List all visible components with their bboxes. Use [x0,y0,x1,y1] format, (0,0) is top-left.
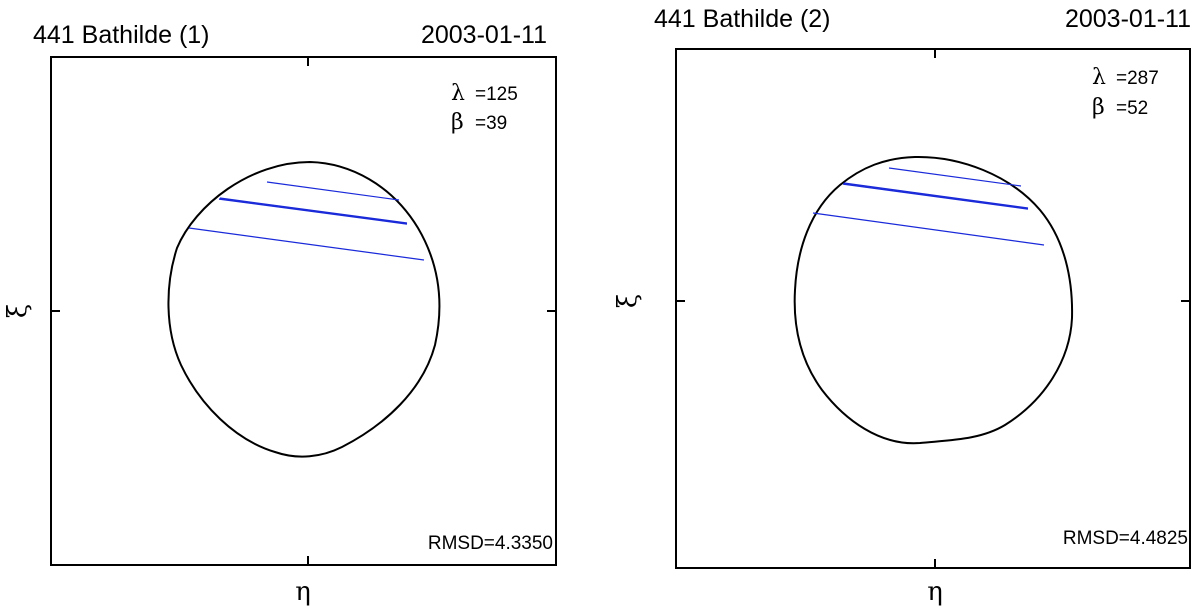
panel-2-lambda-symbol: λ [1092,65,1106,90]
panel-2-chord-2 [842,183,1029,210]
panel-1-chord-4 [188,227,425,261]
panel-2-xlabel: η [927,577,943,607]
panel-2-chord-4 [812,212,1045,246]
panel-2-chord-1 [888,167,1022,187]
panel-1-date: 2003-01-11 [421,21,547,49]
panel-2-date: 2003-01-11 [1065,5,1191,33]
panel-1-chord-1 [266,181,400,201]
panel-1-lambda-value: =125 [475,84,518,105]
panel-2-title: 441 Bathilde (2) [654,5,831,33]
panel-2-frame [675,48,1191,569]
panel-2-rmsd: RMSD=4.4825 [1063,528,1188,549]
panel-1-beta-value: =39 [475,113,507,134]
panel-2-beta-symbol: β [1092,95,1105,120]
panel-1-chord-3 [219,197,408,224]
panel-1-asteroid-outline [167,160,441,458]
panel-1-title: 441 Bathilde (1) [33,21,210,49]
panel-1-ylabel: ξ [3,304,33,318]
panel-2-beta-value: =52 [1116,98,1148,119]
panel-1-rmsd: RMSD=4.3350 [428,533,553,554]
panel-1-chord-2 [218,198,408,225]
panel-1-xlabel: η [295,577,311,607]
panel-1: 441 Bathilde (1) 2003-01-11 λ =125 β =39… [3,21,557,607]
panel-2-asteroid-outline [793,155,1074,445]
panel-2-lambda-value: =287 [1116,68,1159,89]
panel-2-chord-3 [843,182,1029,209]
panel-2-ylabel: ξ [613,294,643,308]
panel-2: 441 Bathilde (2) 2003-01-11 λ =287 β =52… [613,5,1191,607]
panel-1-beta-symbol: β [451,110,464,135]
panel-1-lambda-symbol: λ [451,81,465,106]
